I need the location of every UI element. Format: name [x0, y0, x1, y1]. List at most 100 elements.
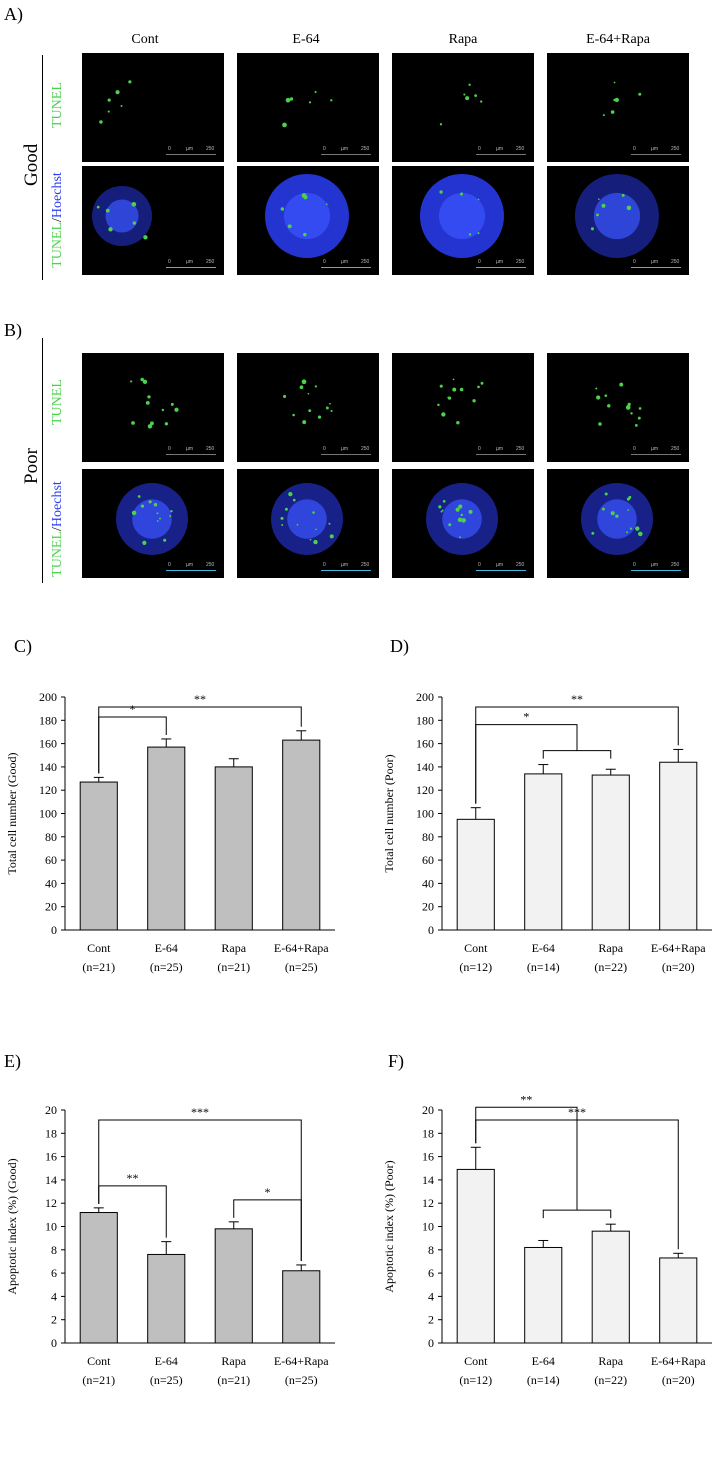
tunel-positive-dot [301, 379, 307, 385]
tunel-positive-dot [120, 105, 123, 108]
tunel-positive-dot [615, 514, 619, 518]
tunel-positive-dot [591, 531, 595, 535]
tunel-positive-dot [442, 500, 446, 503]
tunel-positive-dot [455, 507, 460, 512]
tunel-positive-dot [131, 510, 137, 516]
tunel-positive-dot [137, 495, 141, 498]
bar [214, 766, 253, 931]
tunel-positive-dot [457, 517, 463, 523]
tunel-positive-dot [465, 96, 470, 101]
tunel-positive-dot [303, 195, 308, 200]
tunel-positive-dot [105, 208, 110, 213]
scale-bar-label: 250 [671, 446, 680, 452]
significance-bracket [98, 706, 302, 774]
tunel-positive-dot [596, 395, 601, 400]
tunel-positive-dot [292, 413, 295, 417]
scale-bar-label: µm [341, 562, 349, 568]
y-axis-label: Total cell number (Poor) [382, 754, 396, 872]
scale-bar-label: 250 [206, 562, 215, 568]
scale-bar-label: 0 [633, 446, 636, 452]
y-tick-label: 60 [45, 853, 57, 867]
tunel-positive-dot [441, 412, 446, 417]
tunel-positive-dot [156, 512, 159, 515]
tunel-positive-dot [437, 403, 440, 407]
tunel-positive-dot [309, 538, 312, 541]
tunel-positive-dot [619, 382, 624, 387]
y-tick-label: 12 [422, 1196, 434, 1210]
y-tick-label: 120 [416, 783, 434, 797]
n-label: (n=12) [459, 960, 492, 974]
tunel-positive-dot [280, 207, 285, 211]
tunel-positive-dot [439, 190, 443, 194]
bar [282, 739, 321, 931]
tunel-positive-dot [330, 99, 333, 102]
stain-tunel-text: TUNEL [50, 221, 65, 268]
scale-bar-label: 0 [633, 562, 636, 568]
y-tick-label: 2 [428, 1313, 434, 1327]
y-tick-label: 18 [422, 1126, 434, 1140]
tunel-positive-dot [282, 122, 287, 128]
tunel-positive-dot [132, 221, 137, 225]
x-tick-label: E-64+Rapa [274, 941, 329, 955]
micrograph-poor-merge-3: 0 µm 250 [547, 469, 689, 578]
scale-bar-label: µm [651, 446, 659, 452]
tunel-positive-dot [145, 400, 150, 405]
scale-bar-label: µm [341, 146, 349, 152]
x-tick-label: Cont [87, 941, 111, 955]
n-label: (n=21) [217, 1373, 250, 1387]
tunel-positive-dot [637, 416, 641, 420]
tunel-positive-dot [614, 97, 619, 103]
scale-bar [476, 267, 526, 268]
y-tick-label: 8 [51, 1243, 57, 1257]
tunel-positive-dot [627, 402, 631, 407]
tunel-positive-dot [638, 92, 642, 96]
scale-bar-label: µm [186, 146, 194, 152]
tunel-positive-dot [447, 396, 450, 399]
tunel-positive-dot [438, 505, 442, 509]
row-label-good: Good [21, 143, 42, 186]
tunel-positive-dot [287, 224, 292, 229]
tunel-positive-dot [156, 520, 159, 522]
scale-bar [631, 454, 681, 455]
column-header-rapa: Rapa [448, 32, 478, 47]
bar [591, 774, 630, 931]
y-tick-label: 12 [45, 1196, 57, 1210]
n-label: (n=14) [527, 1373, 560, 1387]
y-tick-label: 6 [428, 1266, 434, 1280]
scale-bar [321, 267, 371, 268]
y-tick-label: 40 [45, 876, 57, 890]
n-label: (n=14) [527, 960, 560, 974]
y-tick-label: 8 [428, 1243, 434, 1257]
tunel-positive-dot [440, 510, 443, 513]
scale-bar-label: 250 [516, 446, 525, 452]
tunel-positive-dot [130, 380, 133, 383]
scale-bar [631, 154, 681, 155]
micrograph-good-tunel-1: 0 µm 250 [237, 53, 379, 162]
tunel-positive-dot [302, 420, 307, 425]
panel-label-c: C) [14, 636, 32, 656]
tunel-positive-dot [607, 404, 611, 408]
tunel-positive-dot [627, 509, 630, 511]
tunel-positive-dot [468, 83, 471, 86]
scale-bar-label: 0 [633, 259, 636, 265]
scale-bar-label: µm [651, 562, 659, 568]
panel-label-d: D) [390, 636, 409, 656]
tunel-positive-dot [602, 114, 605, 117]
n-label: (n=22) [594, 1373, 627, 1387]
scale-bar-label: 0 [323, 259, 326, 265]
scale-bar-label: 0 [478, 562, 481, 568]
tunel-positive-dot [174, 407, 179, 412]
y-axis-label: Total cell number (Good) [5, 752, 19, 874]
tunel-positive-dot [630, 412, 633, 415]
y-tick-label: 4 [428, 1289, 434, 1303]
tunel-positive-dot [296, 523, 299, 526]
row-label-poor: Poor [21, 448, 42, 484]
x-tick-label: Cont [464, 941, 488, 955]
tunel-positive-dot [595, 213, 599, 217]
tunel-positive-dot [626, 205, 632, 211]
bar [214, 1228, 253, 1344]
x-tick-label: E-64+Rapa [651, 1354, 706, 1368]
tunel-positive-dot [610, 110, 615, 114]
tunel-positive-dot [170, 510, 173, 513]
scale-bar-label: 250 [516, 259, 525, 265]
